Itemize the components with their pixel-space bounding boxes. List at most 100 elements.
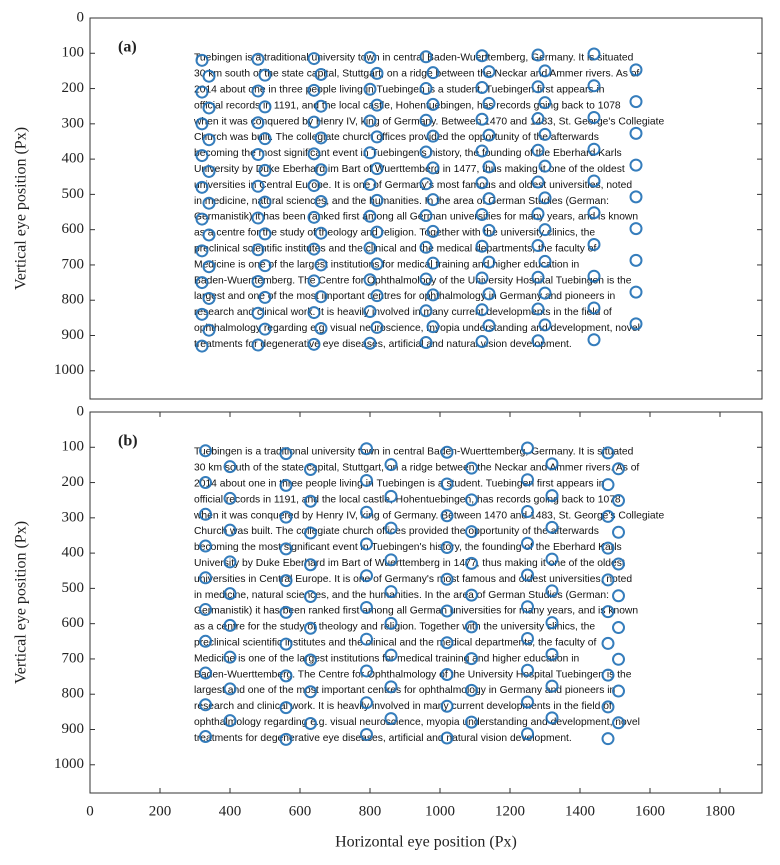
fixation: [482, 223, 496, 237]
fixation: [251, 338, 265, 352]
fixation: [279, 447, 293, 461]
fixation: [475, 239, 489, 253]
fixation: [314, 163, 328, 177]
fixation: [304, 685, 317, 699]
fixation: [521, 536, 534, 550]
stimulus-line: largest and one of the most important ce…: [194, 685, 616, 696]
fixation: [370, 289, 384, 303]
fixation: [363, 178, 377, 192]
stimulus-line: research and clinical work. It is heavil…: [194, 701, 612, 712]
y-tick-label: 500: [62, 186, 85, 202]
fixation: [601, 446, 615, 460]
fixation: [360, 537, 373, 551]
fixation: [521, 631, 534, 645]
fixation: [195, 149, 209, 163]
stimulus-line: becoming the most significant event in T…: [194, 542, 622, 553]
fixation: [370, 98, 384, 112]
fixation: [279, 637, 293, 651]
x-tick-label: 400: [219, 803, 242, 819]
fixation: [465, 683, 478, 697]
fixation: [384, 680, 398, 694]
fixation: [223, 618, 237, 632]
fixation: [440, 540, 454, 554]
y-tick-label: 700: [62, 256, 85, 272]
fixation: [202, 228, 216, 242]
fixation: [426, 97, 440, 111]
y-tick-label: 0: [77, 403, 85, 419]
fixation: [307, 242, 321, 256]
stimulus-line: official records in 1191, and the local …: [194, 494, 621, 505]
fixation: [612, 716, 625, 730]
y-tick-label: 800: [62, 292, 85, 308]
fixation: [314, 67, 328, 81]
fixation: [251, 148, 265, 162]
fixation: [465, 493, 478, 507]
fixation: [482, 128, 496, 142]
fixation: [482, 96, 496, 110]
fixation: [360, 600, 373, 614]
fixation: [258, 195, 272, 209]
fixation: [370, 320, 384, 334]
fixation: [279, 478, 293, 492]
fixation: [304, 463, 317, 477]
fixation: [612, 525, 625, 539]
fixation: [612, 462, 625, 476]
stimulus-line: Germanistik) it has been ranked first am…: [194, 606, 638, 617]
stimulus-line: universities in Central Europe. It is on…: [194, 574, 632, 585]
fixation: [612, 494, 625, 508]
fixation: [587, 110, 601, 124]
fixation: [521, 695, 534, 709]
y-tick-label: 1000: [54, 756, 84, 772]
fixation: [601, 732, 615, 746]
fixation: [195, 85, 209, 99]
y-tick-label: 600: [62, 221, 85, 237]
fixation: [195, 244, 209, 258]
fixation: [440, 667, 454, 681]
x-tick-label: 1600: [635, 803, 665, 819]
fixation: [545, 711, 559, 725]
fixation: [629, 285, 643, 299]
y-tick-label: 300: [62, 509, 85, 525]
fixation: [538, 286, 552, 300]
fixation: [307, 52, 321, 66]
fixation: [538, 64, 552, 78]
fixation: [223, 491, 237, 505]
fixation: [545, 552, 559, 566]
fixation: [258, 163, 272, 177]
fixation: [314, 99, 328, 113]
fixation: [538, 223, 552, 237]
fixation: [279, 669, 293, 683]
fixation: [475, 303, 489, 317]
x-tick-label: 0: [86, 803, 94, 819]
fixation: [521, 504, 534, 518]
fixation: [545, 647, 559, 661]
fixation: [531, 302, 545, 316]
fixation: [629, 190, 643, 204]
fixation: [440, 509, 454, 523]
fixation: [279, 574, 293, 588]
fixation: [307, 274, 321, 288]
y-tick-label: 700: [62, 650, 85, 666]
fixation: [612, 621, 625, 635]
fixation: [482, 319, 496, 333]
stimulus-line: Baden-Wuerttemberg. The Centre for Ophth…: [194, 275, 632, 286]
fixation: [482, 65, 496, 79]
x-axis-label: Horizontal eye position (Px): [335, 834, 517, 851]
fixation: [314, 321, 328, 335]
fixation: [601, 605, 615, 619]
fixation: [426, 224, 440, 238]
fixation: [545, 584, 559, 598]
fixation: [612, 652, 625, 666]
fixation: [202, 164, 216, 178]
fixation: [465, 588, 478, 602]
fixation: [199, 666, 212, 680]
fixation: [304, 494, 317, 508]
fixation: [195, 212, 209, 226]
fixation: [251, 116, 265, 130]
fixation: [440, 445, 454, 459]
stimulus-line: Tuebingen is a traditional university to…: [194, 447, 634, 458]
fixation: [545, 520, 559, 534]
y-tick-label: 400: [62, 545, 85, 561]
fixation: [195, 180, 209, 194]
stimulus-line: becoming the most significant event in T…: [194, 148, 622, 159]
